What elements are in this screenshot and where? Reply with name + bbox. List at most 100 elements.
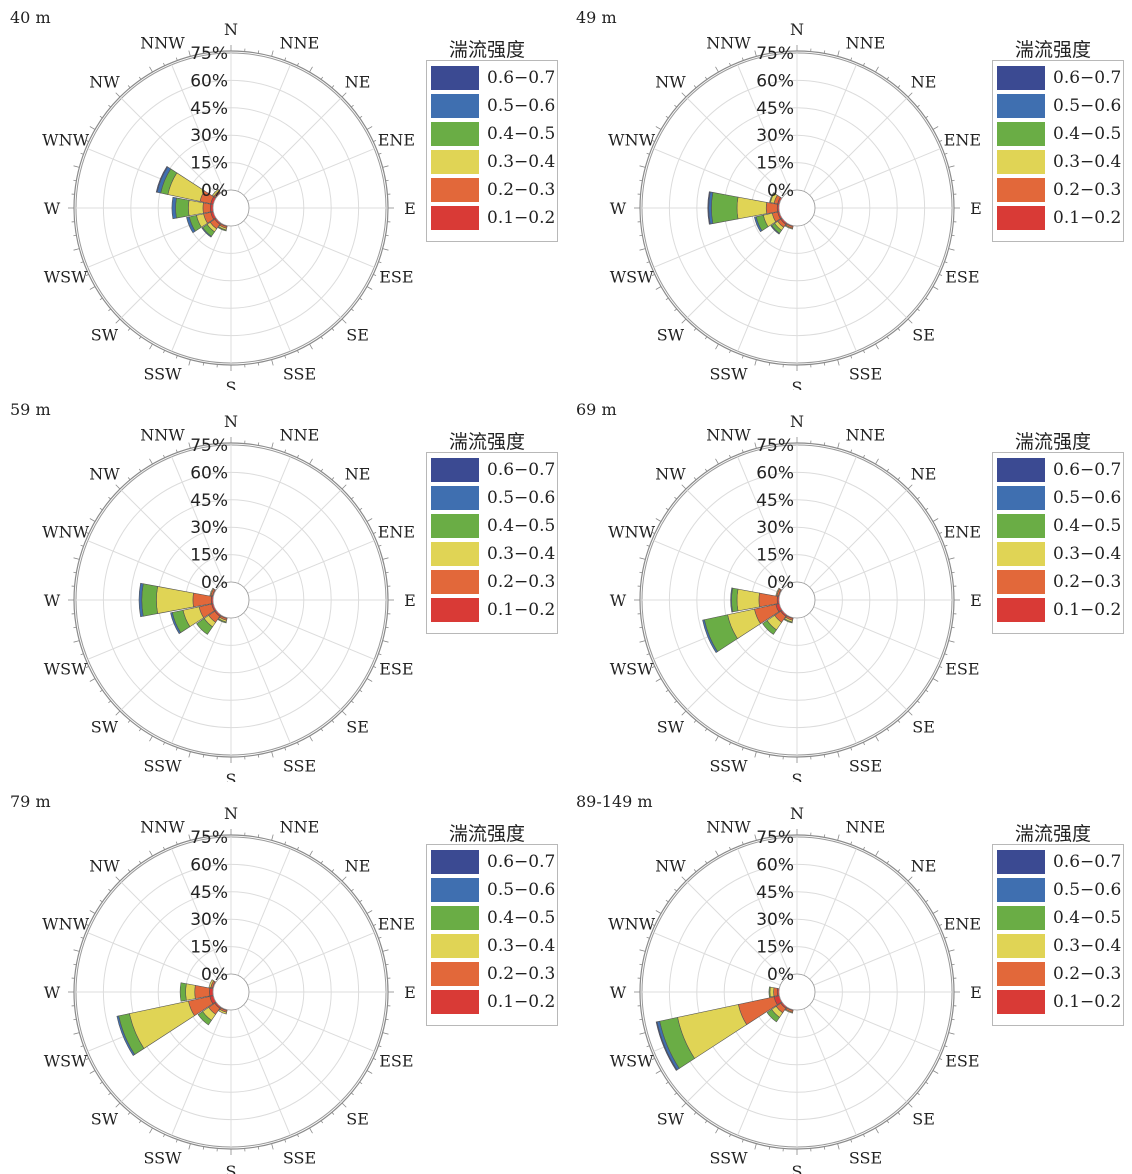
angle-tick: [716, 344, 719, 349]
radial-tick-label: 75%: [756, 44, 794, 64]
direction-label-ssw: SSW: [709, 364, 748, 383]
angle-tick: [876, 344, 879, 349]
direction-label-ssw: SSW: [143, 756, 182, 775]
legend-swatch: [997, 178, 1045, 202]
angle-tick: [360, 1082, 362, 1084]
direction-label-sse: SSE: [283, 756, 316, 775]
direction-label-w: W: [44, 983, 61, 1002]
legend-label: 0.2−0.3: [1053, 180, 1121, 200]
angle-tick: [297, 1134, 298, 1137]
radial-tick-label: 0%: [767, 573, 794, 593]
legend-label: 0.1−0.2: [1053, 208, 1121, 228]
legend-item: 0.2−0.3: [431, 570, 551, 594]
grid-spoke: [810, 1005, 907, 1102]
angle-tick: [74, 950, 80, 952]
legend-label: 0.2−0.3: [487, 964, 555, 984]
radial-tick-label: 0%: [767, 965, 794, 985]
angle-tick: [373, 532, 376, 533]
angle-tick: [674, 1093, 676, 1095]
legend-swatch: [997, 458, 1045, 482]
angle-tick: [81, 545, 84, 546]
angle-tick: [908, 93, 912, 97]
direction-label-ese: ESE: [379, 1052, 413, 1071]
angle-tick: [74, 1033, 80, 1035]
angle-tick: [128, 720, 130, 722]
angle-tick: [666, 298, 668, 300]
direction-label-n: N: [224, 804, 238, 823]
legend-item: 0.3−0.4: [997, 150, 1117, 174]
height-label: 40 m: [10, 8, 51, 27]
grid-spoke: [244, 882, 341, 979]
direction-label-wsw: WSW: [610, 1052, 654, 1071]
angle-tick: [682, 319, 686, 323]
angle-tick: [100, 298, 102, 300]
grid-spoke: [121, 221, 218, 318]
grid-spoke: [244, 98, 341, 195]
angle-tick: [926, 690, 928, 692]
angle-tick: [682, 877, 686, 881]
legend-item: 0.6−0.7: [997, 458, 1117, 482]
angle-tick: [838, 1144, 840, 1150]
grid-spoke: [738, 617, 790, 744]
wedge-w: [186, 984, 196, 1001]
direction-label-nw: NW: [655, 72, 686, 91]
angle-tick: [939, 140, 942, 141]
radial-tick-label: 60%: [756, 71, 794, 91]
angle-tick: [332, 720, 334, 722]
angle-tick: [90, 127, 95, 130]
direction-label-nne: NNE: [280, 818, 320, 837]
direction-label-nnw: NNW: [140, 818, 185, 837]
angle-tick: [694, 869, 696, 871]
angle-tick: [73, 180, 76, 181]
angle-tick: [876, 67, 879, 72]
grid-spoke: [804, 1009, 856, 1136]
direction-label-sw: SW: [91, 718, 119, 737]
height-label: 79 m: [10, 792, 51, 811]
grid-spoke: [248, 541, 375, 593]
radial-tick-label: 45%: [756, 99, 794, 119]
radial-tick-label: 60%: [756, 855, 794, 875]
legend-title: 湍流强度: [449, 35, 525, 62]
angle-tick: [81, 654, 84, 655]
radial-tick-label: 15%: [190, 546, 228, 566]
angle-tick: [189, 360, 191, 366]
legend-label: 0.3−0.4: [1053, 152, 1121, 172]
grid-spoke: [804, 849, 856, 976]
angle-tick: [640, 950, 646, 952]
angle-tick: [73, 627, 76, 628]
grid-spoke: [238, 617, 290, 744]
angle-tick: [674, 701, 676, 703]
legend-item: 0.5−0.6: [997, 94, 1117, 118]
angle-tick: [851, 748, 852, 751]
legend-title: 湍流强度: [449, 427, 525, 454]
angle-tick: [73, 572, 76, 573]
direction-label-sw: SW: [657, 326, 685, 345]
legend-item: 0.4−0.5: [997, 514, 1117, 538]
grid-spoke: [814, 149, 941, 201]
angle-tick: [908, 319, 912, 323]
angle-tick: [163, 455, 164, 458]
angle-tick: [729, 1134, 730, 1137]
radial-tick-label: 75%: [190, 436, 228, 456]
angle-tick: [285, 58, 286, 61]
direction-label-ne: NE: [911, 72, 937, 91]
angle-tick: [838, 51, 840, 57]
angle-tick: [824, 363, 825, 366]
legend-label: 0.6−0.7: [487, 852, 555, 872]
angle-tick: [373, 666, 376, 667]
angle-tick: [108, 889, 110, 891]
angle-tick: [945, 937, 948, 938]
legend-swatch: [997, 514, 1045, 538]
radial-tick-label: 75%: [190, 44, 228, 64]
angle-tick: [139, 77, 141, 79]
angle-tick: [640, 558, 646, 560]
radial-tick-label: 45%: [756, 883, 794, 903]
angle-tick: [694, 720, 696, 722]
angle-tick: [367, 911, 372, 914]
height-label: 49 m: [576, 8, 617, 27]
angle-tick: [656, 127, 661, 130]
angle-tick: [647, 654, 650, 655]
